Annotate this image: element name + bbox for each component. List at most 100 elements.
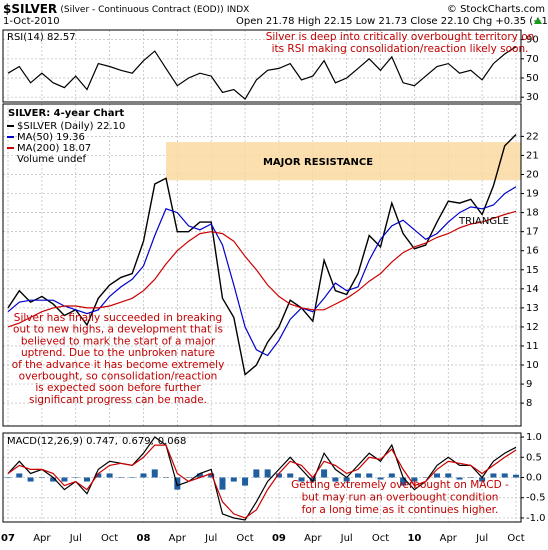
histogram-bar <box>501 473 508 478</box>
x-tick-label: Jul <box>475 533 488 544</box>
header-title: $SILVER (Silver - Continuous Contract (E… <box>3 2 249 16</box>
annotation: Getting extremely overbought on MACD - <box>291 479 509 491</box>
y-tick-label: -1.0 <box>526 513 546 524</box>
x-tick-label: Apr <box>169 533 187 544</box>
histogram-bar <box>129 477 136 478</box>
annotation: of the advance it has become extremely <box>12 359 225 371</box>
histogram-bar <box>433 473 440 478</box>
histogram-bar <box>513 474 519 478</box>
annotation: overbought, so consolidation/reaction <box>19 371 218 383</box>
exchange: INDX <box>227 5 249 15</box>
pattern-label: TRIANGLE <box>458 216 509 227</box>
histogram-bar <box>242 477 249 486</box>
y-tick-label: 22 <box>526 131 539 142</box>
x-tick-label: Jul <box>204 533 217 544</box>
y-tick-label: 17 <box>526 227 539 238</box>
histogram-bar <box>185 477 192 478</box>
credit: © StockCharts.com <box>447 4 545 15</box>
histogram-bar <box>479 477 486 482</box>
histogram-bar <box>196 473 203 478</box>
y-tick-label: 11 <box>526 341 539 352</box>
histogram-bar <box>140 473 147 478</box>
histogram-bar <box>388 473 395 478</box>
histogram-bar <box>16 473 23 478</box>
histogram-bar <box>445 473 452 478</box>
histogram-bar <box>230 477 237 482</box>
y-tick-label: 18 <box>526 208 539 219</box>
y-tick-label: 12 <box>526 322 539 333</box>
histogram-bar <box>219 477 226 490</box>
histogram-bar <box>298 477 305 482</box>
y-tick-label: -0.5 <box>526 493 546 504</box>
y-tick-label: 90 <box>526 35 539 46</box>
histogram-bar <box>321 469 328 478</box>
symbol: $SILVER <box>3 2 57 16</box>
legend-label: Volume undef <box>17 154 87 165</box>
histogram-bar <box>95 473 102 478</box>
x-tick-label: Apr <box>304 533 322 544</box>
resistance-band <box>166 142 521 181</box>
y-tick-label: 0.0 <box>526 473 542 484</box>
x-tick-label: 10 <box>407 533 421 544</box>
y-tick-label: 21 <box>526 150 539 161</box>
plot <box>7 46 517 101</box>
histogram-bar <box>264 469 271 478</box>
histogram-bar <box>27 477 34 482</box>
histogram-bar <box>151 469 158 478</box>
annotation: for a long time as it continues higher. <box>302 504 499 516</box>
histogram-bar <box>106 473 113 478</box>
histogram-bar <box>72 477 79 478</box>
annotation: uptrend. Due to the unbroken nature <box>21 347 215 359</box>
panel-title: SILVER: 4-year Chart <box>8 108 124 119</box>
histogram-bar <box>411 477 418 482</box>
annotation: its RSI making consolidation/reaction li… <box>272 43 529 55</box>
x-tick-label: 07 <box>1 533 15 544</box>
panel-frame <box>2 103 522 427</box>
y-tick-label: 16 <box>526 246 539 257</box>
histogram-bar <box>163 477 170 478</box>
legend-label: RSI(14) 82.57 <box>7 32 76 43</box>
y-tick-label: 70 <box>526 54 539 65</box>
legend-label: MA(50) 19.36 <box>17 132 85 143</box>
y-tick-label: 9 <box>526 379 532 390</box>
annotation: Silver is deep into critically overbough… <box>266 31 535 43</box>
series-line <box>7 46 517 101</box>
legend-label: $SILVER (Daily) 22.10 <box>17 121 125 132</box>
annotation: significant progress can be made. <box>29 394 207 406</box>
band-label: MAJOR RESISTANCE <box>263 157 373 168</box>
legend-label: 0.679, <box>122 436 154 447</box>
histogram-bar <box>61 477 68 482</box>
y-tick-label: 0.5 <box>526 452 542 463</box>
x-tick-label: Oct <box>372 533 389 544</box>
histogram-bar <box>309 477 316 482</box>
y-tick-label: 10 <box>526 360 539 371</box>
histogram-bar <box>422 477 429 478</box>
y-tick-label: 13 <box>526 303 539 314</box>
histogram-bar <box>117 477 124 478</box>
x-tick-label: Jul <box>69 533 82 544</box>
x-tick-label: 09 <box>272 533 286 544</box>
histogram-bar <box>50 477 57 482</box>
histogram-bar <box>38 477 45 478</box>
plot <box>5 436 519 521</box>
x-tick-label: Jul <box>340 533 353 544</box>
histogram-bar <box>400 477 407 486</box>
histogram-bar <box>343 477 350 482</box>
annotation: Silver has finally succeeded in breaking <box>14 312 222 324</box>
legend-label: MACD(12,26,9) 0.747, <box>7 436 118 447</box>
legend-label: 0.068 <box>158 436 187 447</box>
quote: Open 21.78 High 22.15 Low 21.73 Close 22… <box>236 16 548 27</box>
panel <box>3 30 521 102</box>
histogram-bar <box>377 477 384 480</box>
y-tick-label: 8 <box>526 398 532 409</box>
histogram-bar <box>208 473 215 478</box>
y-tick-label: 15 <box>526 265 539 276</box>
up-arrow <box>534 17 542 24</box>
annotation: out to new highs, a development that is <box>13 324 223 336</box>
x-tick-label: Oct <box>507 533 524 544</box>
series-line <box>7 210 517 328</box>
histogram-bar <box>467 477 474 478</box>
y-tick-label: 30 <box>526 92 539 103</box>
histogram-bar <box>253 469 260 478</box>
histogram-bar <box>84 477 91 482</box>
